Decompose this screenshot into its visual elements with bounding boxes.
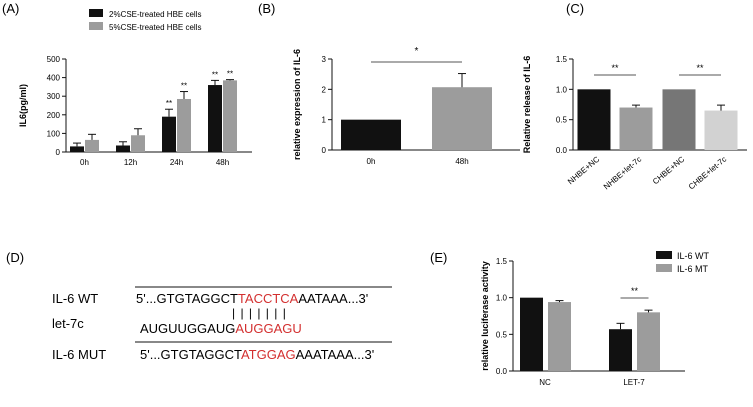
chart-e-bar (637, 312, 660, 371)
sequence-mut-seed: ATGGAG (241, 347, 296, 362)
chart-a-y-axis-title: IL6(pg/ml) (18, 84, 28, 127)
sequence-wt-suffix: AATAAA...3' (298, 291, 368, 306)
chart-e-significance: ** (631, 286, 639, 296)
sequence-panel: IL-6 WT 5'...GTGTAGGCTTACCTCAAATAAA...3'… (52, 286, 392, 362)
chart-a-bar (208, 85, 222, 152)
chart-a-significance: ** (166, 99, 172, 108)
chart-c-y-axis-title: Relative release of IL-6 (522, 56, 532, 154)
pairing-marks: | | | | | | | (232, 306, 287, 320)
sequence-mut-prefix: 5'...GTGTAGGCT (140, 347, 242, 362)
chart-a-y-tick-label: 400 (47, 74, 61, 83)
chart-e-y-tick-label: 0.5 (496, 330, 508, 339)
chart-a-y-tick-label: 500 (47, 55, 61, 64)
chart-a-bar (131, 135, 145, 152)
chart-c-x-tick-label: NHBE+let-7c (602, 155, 643, 192)
chart-e-y-tick-label: 0.0 (496, 367, 508, 376)
sequence-mut-suffix: AAATAAA...3' (296, 347, 375, 362)
panel-label-e: (E) (430, 250, 447, 265)
chart-a-x-tick-label: 48h (216, 158, 229, 167)
chart-a-y-tick-label: 100 (47, 129, 61, 138)
chart-b-significance: * (415, 46, 419, 57)
chart-a-legend-swatch (89, 22, 103, 30)
chart-a-x-tick-label: 12h (124, 158, 137, 167)
chart-b-bar (341, 119, 401, 150)
chart-a: 0 100 200 300 400 500 IL6(pg/ml) 0h 12h ** ** 24h **… (18, 9, 252, 167)
chart-c-y-tick-label: 0.0 (556, 146, 568, 155)
chart-e-y-tick-label: 1.0 (496, 294, 508, 303)
chart-e-x-tick-label: LET-7 (623, 378, 645, 387)
chart-c-y-tick-label: 0.5 (556, 116, 568, 125)
chart-a-bar (177, 98, 191, 152)
chart-e-bar (520, 297, 543, 371)
chart-b-y-tick-label: 3 (322, 55, 327, 64)
chart-a-bar (85, 139, 99, 152)
chart-a-legend-label: 5%CSE-treated HBE cells (109, 23, 201, 32)
chart-a-bar (223, 80, 237, 152)
chart-b-y-axis-title: relative expression of IL-6 (292, 49, 302, 160)
sequence-let7c: AUGUUGGAUGAUGGAGU (140, 321, 302, 336)
chart-b-bar (432, 87, 492, 150)
chart-e-y-axis-title: relative luciferase activity (480, 261, 490, 371)
chart-e: 0.0 0.5 1.0 1.5 relative luciferase activity… (480, 251, 710, 387)
chart-a-significance: ** (212, 70, 218, 79)
sequence-label-let7c: let-7c (52, 316, 84, 331)
panel-label-c: (C) (566, 1, 584, 16)
chart-e-y-tick-label: 1.5 (496, 257, 508, 266)
chart-c-y-tick-label: 1.5 (556, 55, 568, 64)
chart-e-legend-label: IL-6 MT (677, 264, 709, 274)
chart-a-significance: ** (227, 70, 233, 79)
chart-c-y-tick-label: 1.0 (556, 85, 568, 94)
panel-label-a: (A) (2, 1, 19, 16)
sequence-label-wt: IL-6 WT (52, 291, 98, 306)
chart-c-x-tick-label: CHBE+NC (651, 154, 686, 186)
chart-b-y-tick-label: 2 (322, 85, 327, 94)
chart-a-legend-swatch (89, 9, 103, 17)
sequence-label-mut: IL-6 MUT (52, 347, 106, 362)
chart-c-x-tick-label: NHBE+NC (566, 154, 601, 186)
sequence-let7c-prefix: AUGUUGGAUG (140, 321, 235, 336)
chart-e-legend-swatch (656, 251, 672, 259)
chart-c-bar (619, 107, 653, 150)
chart-c-significance: ** (696, 63, 704, 73)
chart-b-y-tick-label: 0 (322, 146, 327, 155)
sequence-wt-seed: TACCTCA (238, 291, 299, 306)
chart-a-x-tick-label: 0h (80, 158, 89, 167)
chart-b: 0 1 2 3 relative expression of IL-6 0h 48h * (292, 46, 520, 166)
chart-e-legend-label: IL-6 WT (677, 251, 710, 261)
chart-c-significance: ** (611, 63, 619, 73)
chart-a-y-tick-label: 200 (47, 111, 61, 120)
sequence-wt-prefix: 5'...GTGTAGGCT (136, 291, 238, 306)
chart-a-bar (116, 145, 130, 152)
sequence-let7c-seed: AUGGAGU (235, 321, 301, 336)
chart-a-y-tick-label: 300 (47, 92, 61, 101)
chart-c-bar (704, 110, 738, 150)
panel-label-d: (D) (6, 250, 24, 265)
chart-c-x-tick-label: CHBE+let-7c (687, 155, 728, 192)
chart-c-bar (662, 89, 696, 150)
chart-c: 0.0 0.5 1.0 1.5 Relative release of IL-6 NHBE… (522, 55, 747, 191)
chart-b-x-tick-label: 48h (455, 157, 468, 166)
chart-e-legend-swatch (656, 264, 672, 272)
sequence-wt: 5'...GTGTAGGCTTACCTCAAATAAA...3' (136, 291, 368, 306)
chart-c-bar (577, 89, 611, 150)
sequence-mut: 5'...GTGTAGGCTATGGAGAAATAAA...3' (140, 347, 374, 362)
chart-e-x-tick-label: NC (539, 378, 551, 387)
chart-a-y-tick-label: 0 (56, 148, 61, 157)
chart-e-bar (548, 302, 571, 371)
chart-a-bar (162, 116, 176, 152)
chart-e-bar (609, 329, 632, 371)
chart-a-x-tick-label: 24h (170, 158, 183, 167)
panel-label-b: (B) (258, 1, 275, 16)
chart-a-significance: ** (181, 82, 187, 91)
chart-a-bar (70, 146, 84, 152)
chart-a-legend-label: 2%CSE-treated HBE cells (109, 10, 201, 19)
chart-b-x-tick-label: 0h (367, 157, 376, 166)
chart-b-y-tick-label: 1 (322, 116, 327, 125)
